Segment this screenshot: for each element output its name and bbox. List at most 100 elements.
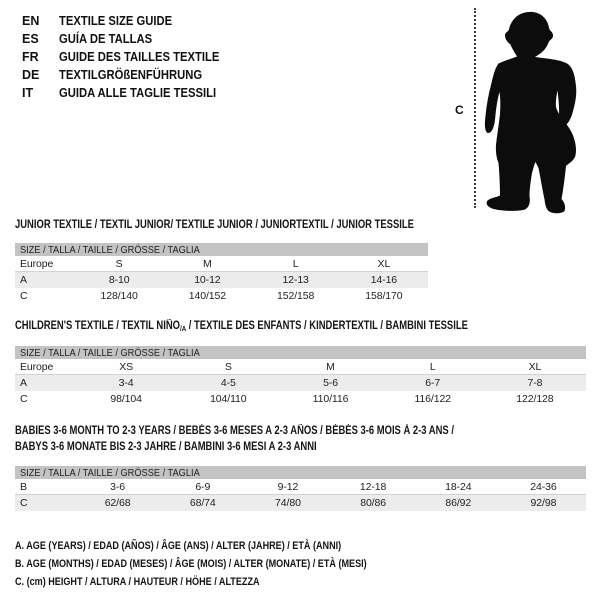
table-row-a: A 8-10 10-12 12-13 14-16 bbox=[15, 272, 428, 288]
cell: 116/122 bbox=[414, 393, 451, 405]
toddler-silhouette-path bbox=[484, 11, 577, 214]
children-title-post: / TEXTILE DES ENFANTS / KINDERTEXTIL / B… bbox=[186, 320, 468, 332]
legend-line-a: A. AGE (YEARS) / EDAD (AÑOS) / ÂGE (ANS)… bbox=[15, 537, 434, 555]
table-row-c: C 128/140 140/152 152/158 158/170 bbox=[15, 288, 428, 304]
language-code: FR bbox=[22, 50, 39, 64]
cell: XS bbox=[119, 360, 133, 373]
height-measure-dotted-line bbox=[474, 8, 476, 208]
cell: 140/152 bbox=[188, 290, 226, 302]
size-header-label: SIZE / TALLA / TAILLE / GRÖSSE / TAGLIA bbox=[20, 466, 200, 479]
cell: 14-16 bbox=[370, 274, 398, 286]
cell: 8-10 bbox=[108, 274, 130, 286]
language-title: GUIDA ALLE TAGLIE TESSILI bbox=[59, 86, 217, 100]
babies-title-line1: BABIES 3-6 MONTH TO 2-3 YEARS / BEBÉS 3-… bbox=[15, 425, 454, 437]
cell: 6-9 bbox=[195, 480, 211, 493]
cell: 68/74 bbox=[189, 497, 216, 509]
language-code: IT bbox=[22, 86, 34, 100]
junior-table-title: JUNIOR TEXTILE / TEXTIL JUNIOR/ TEXTILE … bbox=[15, 219, 414, 231]
row-label: A bbox=[20, 274, 27, 286]
size-header-bar: SIZE / TALLA / TAILLE / GRÖSSE / TAGLIA bbox=[15, 346, 586, 359]
legend-line-c: C. (cm) HEIGHT / ALTURA / HAUTEUR / HÖHE… bbox=[15, 573, 434, 591]
legend-text: A. AGE (YEARS) / EDAD (AÑOS) / ÂGE (ANS)… bbox=[15, 540, 342, 552]
cell: 158/170 bbox=[365, 290, 403, 302]
height-measure-label-c: C bbox=[455, 103, 464, 117]
cell: 7-8 bbox=[527, 377, 543, 389]
cell: 152/158 bbox=[276, 290, 315, 302]
size-header-label: SIZE / TALLA / TAILLE / GRÖSSE / TAGLIA bbox=[20, 243, 200, 256]
children-size-table: SIZE / TALLA / TAILLE / GRÖSSE / TAGLIA … bbox=[15, 346, 586, 407]
children-table-title: CHILDREN'S TEXTILE / TEXTIL NIÑO/A / TEX… bbox=[15, 318, 468, 337]
babies-table-title: BABIES 3-6 MONTH TO 2-3 YEARS / BEBÉS 3-… bbox=[15, 423, 550, 455]
table-row-c: C 98/104 104/110 110/116 116/122 122/128 bbox=[15, 391, 586, 407]
cell: 12-18 bbox=[359, 480, 387, 493]
junior-size-table: SIZE / TALLA / TAILLE / GRÖSSE / TAGLIA … bbox=[15, 243, 428, 304]
cell: S bbox=[115, 257, 123, 270]
cell: 12-13 bbox=[282, 274, 309, 286]
cell: XL bbox=[377, 257, 391, 270]
language-row-en: EN TEXTILE SIZE GUIDE bbox=[22, 12, 237, 30]
cell: 24-36 bbox=[530, 480, 557, 493]
table-row-a: A 3-4 4-5 5-6 6-7 7-8 bbox=[15, 375, 586, 391]
size-header-bar: SIZE / TALLA / TAILLE / GRÖSSE / TAGLIA bbox=[15, 243, 428, 256]
cell: 98/104 bbox=[110, 393, 142, 405]
language-code: ES bbox=[22, 32, 39, 46]
language-code: DE bbox=[22, 68, 40, 82]
cell: 74/80 bbox=[275, 497, 301, 509]
language-title-block: EN TEXTILE SIZE GUIDE ES GUÍA DE TALLAS … bbox=[22, 12, 237, 102]
table-row-europe: Europe XS S M L XL bbox=[15, 359, 586, 375]
cell: S bbox=[224, 360, 232, 373]
row-label: Europe bbox=[20, 360, 54, 373]
row-label: C bbox=[20, 290, 28, 302]
babies-size-table: SIZE / TALLA / TAILLE / GRÖSSE / TAGLIA … bbox=[15, 466, 586, 511]
cell: 104/110 bbox=[210, 393, 247, 405]
cell: 122/128 bbox=[516, 393, 554, 405]
cell: 80/86 bbox=[360, 497, 386, 509]
row-label: C bbox=[20, 497, 28, 509]
measurement-legend: A. AGE (YEARS) / EDAD (AÑOS) / ÂGE (ANS)… bbox=[15, 537, 434, 591]
size-header-bar: SIZE / TALLA / TAILLE / GRÖSSE / TAGLIA bbox=[15, 466, 586, 479]
cell: M bbox=[203, 257, 212, 270]
language-title: TEXTILE SIZE GUIDE bbox=[59, 14, 173, 28]
legend-line-b: B. AGE (MONTHS) / EDAD (MESES) / ÂGE (MO… bbox=[15, 555, 434, 573]
cell: 5-6 bbox=[323, 377, 338, 389]
row-label: A bbox=[20, 377, 27, 389]
cell: 110/116 bbox=[312, 393, 349, 405]
cell: 86/92 bbox=[445, 497, 472, 509]
toddler-silhouette-image bbox=[484, 11, 577, 214]
language-title: TEXTILGRÖßENFÜHRUNG bbox=[59, 68, 203, 82]
language-title: GUÍA DE TALLAS bbox=[59, 32, 153, 46]
legend-text: B. AGE (MONTHS) / EDAD (MESES) / ÂGE (MO… bbox=[15, 558, 367, 570]
cell: 9-12 bbox=[277, 480, 299, 493]
cell: M bbox=[326, 360, 335, 373]
cell: 3-4 bbox=[118, 377, 134, 389]
cell: L bbox=[429, 360, 436, 373]
cell: 92/98 bbox=[530, 497, 557, 509]
table-row-c: C 62/68 68/74 74/80 80/86 86/92 92/98 bbox=[15, 495, 586, 511]
cell: 10-12 bbox=[194, 274, 221, 286]
table-row-europe: Europe S M L XL bbox=[15, 256, 428, 272]
cell: 4-5 bbox=[220, 377, 236, 389]
language-row-it: IT GUIDA ALLE TAGLIE TESSILI bbox=[22, 84, 237, 102]
row-label: C bbox=[20, 393, 28, 405]
table-row-b: B 3-6 6-9 9-12 12-18 18-24 24-36 bbox=[15, 479, 586, 495]
children-title-subscript: /A bbox=[180, 324, 187, 333]
cell: 3-6 bbox=[110, 480, 126, 493]
cell: XL bbox=[528, 360, 542, 373]
cell: L bbox=[292, 257, 299, 270]
language-row-fr: FR GUIDE DES TAILLES TEXTILE bbox=[22, 48, 237, 66]
cell: 62/68 bbox=[104, 497, 131, 509]
language-title: GUIDE DES TAILLES TEXTILE bbox=[59, 50, 220, 64]
row-label: B bbox=[20, 480, 27, 493]
cell: 18-24 bbox=[445, 480, 472, 493]
language-code: EN bbox=[22, 14, 40, 28]
cell: 128/140 bbox=[100, 290, 138, 302]
language-row-es: ES GUÍA DE TALLAS bbox=[22, 30, 237, 48]
cell: 6-7 bbox=[425, 377, 441, 389]
size-header-label: SIZE / TALLA / TAILLE / GRÖSSE / TAGLIA bbox=[20, 346, 200, 359]
babies-title-line2: BABYS 3-6 MONATE BIS 2-3 JAHRE / BAMBINI… bbox=[15, 441, 317, 453]
children-title-pre: CHILDREN'S TEXTILE / TEXTIL NIÑO bbox=[15, 320, 181, 332]
language-row-de: DE TEXTILGRÖßENFÜHRUNG bbox=[22, 66, 237, 84]
row-label: Europe bbox=[20, 257, 54, 270]
legend-text: C. (cm) HEIGHT / ALTURA / HAUTEUR / HÖHE… bbox=[15, 576, 260, 588]
